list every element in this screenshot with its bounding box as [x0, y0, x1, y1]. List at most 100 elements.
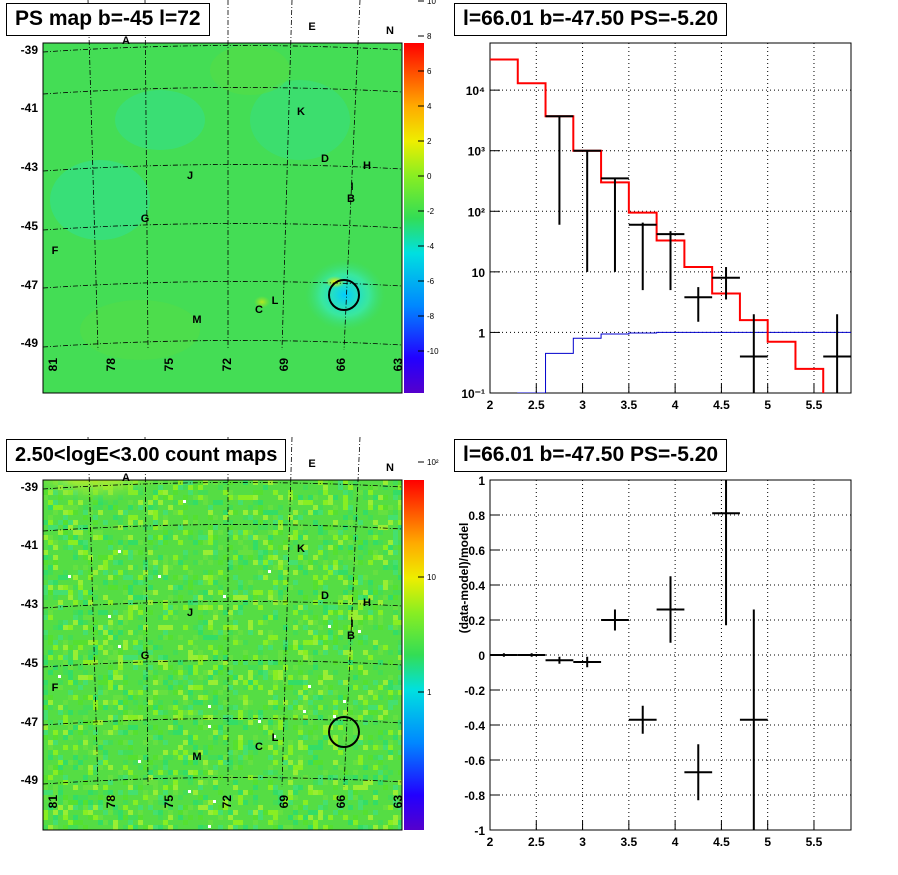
count-pixel	[353, 820, 358, 825]
source-label-j: J	[187, 170, 193, 182]
count-pixel	[258, 505, 263, 510]
count-pixel	[353, 615, 358, 620]
count-pixel	[208, 675, 213, 680]
count-pixel	[218, 630, 223, 635]
count-pixel	[358, 560, 363, 565]
count-pixel	[213, 725, 218, 730]
count-pixel	[273, 705, 278, 710]
count-pixel	[188, 655, 193, 660]
count-pixel	[73, 755, 78, 760]
count-pixel	[53, 625, 58, 630]
count-pixel	[123, 780, 128, 785]
count-pixel	[333, 760, 338, 765]
count-pixel	[163, 655, 168, 660]
count-pixel	[148, 535, 153, 540]
count-pixel	[363, 785, 368, 790]
latitude-line	[42, 482, 403, 490]
source-label-f: F	[52, 245, 59, 257]
count-pixel	[298, 605, 303, 610]
count-pixel	[248, 665, 253, 670]
count-pixel	[108, 715, 113, 720]
count-pixel	[223, 800, 228, 805]
count-pixel	[293, 570, 298, 575]
count-pixel	[153, 825, 158, 830]
count-pixel	[378, 660, 383, 665]
count-pixel	[138, 690, 143, 695]
count-pixel	[58, 575, 63, 580]
count-pixel	[393, 595, 398, 600]
count-pixel	[208, 595, 213, 600]
count-pixel	[158, 680, 163, 685]
count-pixel	[83, 620, 88, 625]
count-pixel	[383, 645, 388, 650]
count-pixel	[248, 685, 253, 690]
count-pixel	[398, 825, 402, 830]
count-pixel	[253, 590, 258, 595]
count-pixel	[348, 640, 353, 645]
count-pixel	[73, 720, 78, 725]
count-pixel	[98, 535, 103, 540]
count-pixel	[53, 565, 58, 570]
count-pixel	[123, 710, 128, 715]
count-pixel	[228, 750, 233, 755]
count-pixel	[178, 815, 183, 820]
count-pixel	[123, 730, 128, 735]
count-pixel	[223, 510, 228, 515]
count-pixel	[373, 680, 378, 685]
count-pixel	[228, 685, 233, 690]
count-pixel	[233, 555, 238, 560]
count-pixel	[348, 775, 353, 780]
count-pixel	[203, 605, 208, 610]
count-pixel	[108, 795, 113, 800]
count-pixel	[238, 765, 243, 770]
count-pixel	[308, 745, 313, 750]
count-pixel	[138, 805, 143, 810]
count-pixel	[183, 695, 188, 700]
count-pixel	[108, 625, 113, 630]
count-pixel	[53, 665, 58, 670]
count-pixel	[153, 570, 158, 575]
count-pixel	[58, 590, 63, 595]
count-pixel	[183, 530, 188, 535]
count-pixel	[53, 525, 58, 530]
count-pixel	[313, 710, 318, 715]
count-pixel	[363, 490, 368, 495]
count-pixel	[203, 795, 208, 800]
count-pixel	[213, 770, 218, 775]
count-pixel	[108, 545, 113, 550]
count-pixel	[218, 645, 223, 650]
count-pixel	[193, 560, 198, 565]
longitude-line	[144, 0, 149, 351]
count-pixel	[203, 725, 208, 730]
count-pixel	[248, 755, 253, 760]
count-pixel	[183, 605, 188, 610]
count-pixel	[268, 630, 273, 635]
count-pixel	[228, 655, 233, 660]
count-pixel	[253, 535, 258, 540]
count-pixel	[73, 750, 78, 755]
count-pixel	[43, 615, 48, 620]
count-pixel	[323, 690, 328, 695]
count-pixel	[58, 810, 63, 815]
x-tick-label: 4.5	[713, 835, 730, 849]
count-pixel	[373, 645, 378, 650]
count-pixel	[308, 690, 313, 695]
count-pixel	[318, 640, 323, 645]
count-pixel	[213, 675, 218, 680]
count-pixel	[353, 685, 358, 690]
count-pixel	[98, 820, 103, 825]
count-pixel	[53, 580, 58, 585]
count-pixel	[198, 695, 203, 700]
count-pixel	[93, 770, 98, 775]
count-pixel	[313, 650, 318, 655]
count-pixel	[133, 755, 138, 760]
count-pixel	[303, 605, 308, 610]
count-pixel	[68, 595, 73, 600]
count-pixel	[278, 520, 283, 525]
count-pixel	[368, 500, 373, 505]
count-pixel	[98, 755, 103, 760]
count-pixel	[223, 575, 228, 580]
count-pixel	[168, 755, 173, 760]
count-pixel	[128, 745, 133, 750]
